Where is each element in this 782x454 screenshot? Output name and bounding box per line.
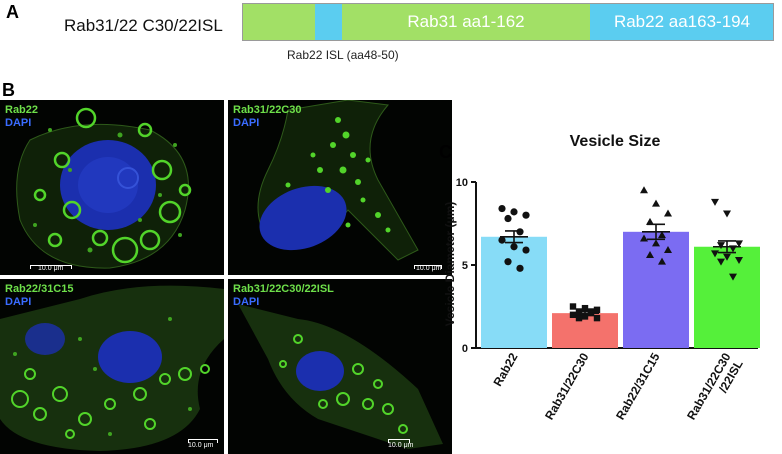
construct-outline: [242, 3, 774, 41]
segment-rab31-n: [242, 3, 315, 41]
segment-rab22-isl: [315, 3, 342, 41]
y-tick-label: 10: [456, 177, 468, 189]
x-tick-label: Rab31/22C30/22ISL: [684, 350, 746, 422]
data-point: [646, 217, 654, 225]
data-point: [575, 314, 583, 322]
micrograph-image: [0, 285, 224, 451]
data-point: [581, 313, 589, 320]
construct-name: Rab31/22 C30/22ISL: [64, 16, 223, 35]
data-point: [640, 234, 648, 242]
panel-label-c: C: [439, 142, 452, 162]
isl-label: Rab22 ISL (aa48-50): [287, 48, 399, 62]
micrograph-label: Rab22: [5, 104, 39, 116]
scale-bar: [388, 439, 410, 443]
dapi-label: DAPI: [233, 296, 260, 308]
chart-title: Vesicle Size: [570, 133, 661, 150]
scale-text: 10.0 μm: [188, 442, 214, 449]
data-point: [504, 258, 512, 266]
dapi-label: DAPI: [233, 117, 260, 129]
dapi-label: DAPI: [5, 296, 32, 308]
vesicle-size-chart: Vesicle Size Vesicle Diameter (μm) 0510 …: [443, 133, 760, 422]
data-point: [498, 204, 506, 213]
x-tick-label-line: Rab22/31C15: [613, 350, 663, 422]
dapi-label: DAPI: [5, 117, 32, 129]
micrograph-image: [16, 107, 192, 269]
data-point: [593, 314, 601, 322]
data-point: [735, 240, 743, 248]
data-point: [522, 246, 530, 254]
data-point: [516, 228, 524, 236]
segment-rab31: Rab31 aa1-162: [342, 3, 590, 41]
scale-text: 10.0 μm: [388, 442, 414, 449]
data-point: [569, 311, 577, 318]
data-point: [504, 214, 512, 223]
data-point: [735, 257, 743, 265]
x-tick-label: Rab31/22C30: [542, 350, 592, 422]
panel-label-a: A: [6, 2, 19, 22]
scale-bar: [188, 439, 218, 443]
data-point: [510, 243, 518, 251]
y-tick-label: 0: [462, 343, 468, 355]
x-tick-label: Rab22: [490, 350, 520, 388]
x-tick-label-line: Rab31/22C30: [542, 350, 592, 422]
y-tick-label: 5: [462, 260, 468, 272]
data-point: [717, 242, 725, 250]
bar: [481, 236, 547, 348]
data-point: [658, 231, 666, 239]
data-point: [652, 239, 660, 247]
micrograph-rab31-22c30-22isl: Rab31/22C30/22ISL DAPI 10.0 μm: [228, 279, 452, 454]
x-tick-label-line: Rab22: [490, 350, 520, 388]
data-point: [664, 209, 672, 217]
data-point: [723, 253, 731, 261]
data-point: [581, 304, 589, 312]
data-point: [516, 264, 524, 272]
micrograph-image: [257, 100, 419, 261]
micrograph-label: Rab31/22C30/22ISL: [233, 283, 334, 295]
scale-bar: [30, 265, 72, 269]
data-point: [510, 208, 518, 216]
data-point: [723, 210, 731, 218]
data-point: [640, 186, 648, 194]
micrograph-rab22: Rab22 DAPI 10.0 μm: [0, 100, 224, 275]
scale-text: 10.0 μm: [38, 265, 64, 272]
micrograph-label: Rab22/31C15: [5, 283, 74, 295]
scale-text: 10.0 μm: [416, 265, 442, 272]
data-point: [498, 236, 506, 244]
data-point: [569, 303, 577, 310]
bar: [623, 231, 689, 348]
micrograph-rab22-31c15: Rab22/31C15 DAPI 10.0 μm: [0, 279, 224, 454]
segment-rab31-label: Rab31 aa1-162: [407, 12, 525, 31]
data-point: [593, 306, 601, 314]
data-point: [711, 198, 719, 206]
data-point: [711, 250, 719, 258]
x-tick-label: Rab22/31C15: [613, 350, 663, 422]
micrograph-image: [238, 304, 443, 449]
data-point: [658, 257, 666, 265]
segment-rab22-label: Rab22 aa163-194: [613, 12, 751, 31]
y-axis-label: Vesicle Diameter (μm): [443, 202, 457, 327]
bar: [694, 246, 760, 348]
data-point: [664, 246, 672, 254]
micrograph-label: Rab31/22C30: [233, 104, 302, 116]
segment-rab22-c: Rab22 aa163-194: [590, 3, 774, 41]
micrograph-rab31-22c30: Rab31/22C30 DAPI 10.0 μm: [228, 100, 452, 275]
scale-bar: [414, 265, 442, 269]
data-point: [717, 258, 725, 266]
data-point: [729, 273, 737, 281]
data-point: [652, 199, 660, 207]
micrograph-grid: Rab22 DAPI 10.0 μm Rab31/22C30 DAPI 10.0…: [0, 100, 452, 454]
data-point: [646, 251, 654, 259]
data-point: [522, 211, 530, 219]
panel-label-b: B: [2, 80, 15, 100]
